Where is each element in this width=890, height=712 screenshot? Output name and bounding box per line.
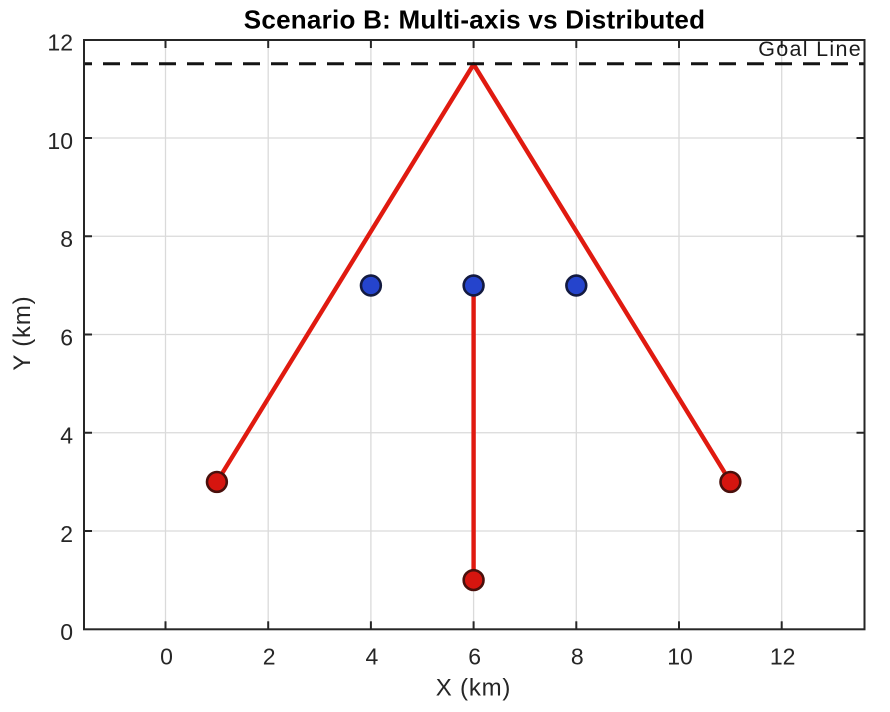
svg-text:8: 8 — [571, 643, 584, 669]
svg-text:2: 2 — [60, 521, 73, 547]
svg-text:Goal Line: Goal Line — [758, 37, 862, 61]
svg-text:12: 12 — [47, 30, 73, 56]
svg-text:8: 8 — [60, 226, 73, 252]
svg-text:X (km): X (km) — [436, 674, 511, 701]
svg-text:12: 12 — [770, 643, 796, 669]
svg-text:Y (km): Y (km) — [9, 296, 36, 371]
svg-text:2: 2 — [263, 643, 276, 669]
svg-text:Scenario B: Multi-axis vs Dist: Scenario B: Multi-axis vs Distributed — [244, 5, 705, 35]
svg-text:10: 10 — [47, 128, 73, 154]
svg-text:4: 4 — [366, 643, 379, 669]
svg-text:10: 10 — [667, 643, 693, 669]
svg-text:6: 6 — [468, 643, 481, 669]
svg-text:6: 6 — [60, 324, 73, 350]
svg-text:0: 0 — [160, 643, 173, 669]
svg-text:4: 4 — [60, 423, 73, 449]
svg-text:0: 0 — [60, 619, 73, 645]
